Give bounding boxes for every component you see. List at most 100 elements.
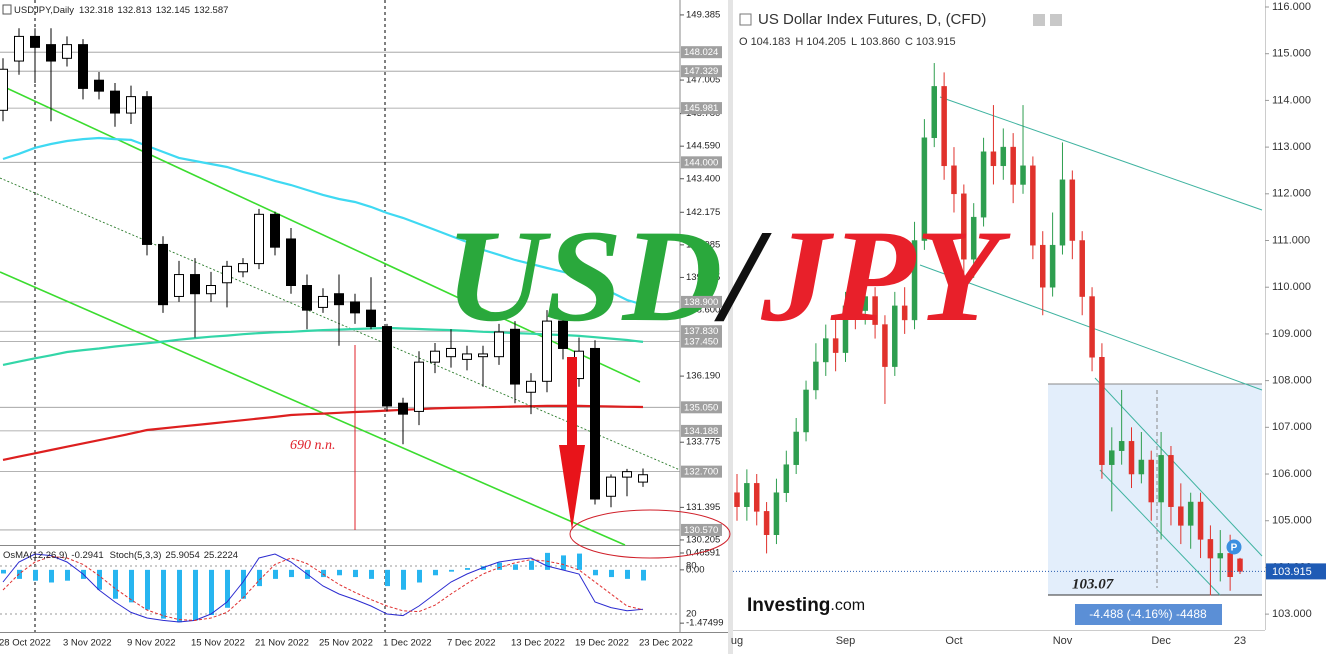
panel-icon [739,13,752,26]
candle-body [158,243,168,306]
osma-bar [321,569,326,578]
ohlc-label: H [795,36,803,48]
low: 132.145 [156,5,190,16]
y-tick-label: 113.000 [1272,141,1311,153]
drawings [0,0,1263,632]
candle-body [763,511,770,535]
candle-body [286,238,296,287]
candle-body [970,216,977,260]
candle-body [990,151,997,167]
x-tick-label: 13 Dec 2022 [511,638,565,649]
osma-bar [177,569,182,623]
level-label: 148.024 [684,47,718,58]
moving-average [2,136,644,306]
osma-tick-label: 0.00 [686,564,705,575]
trend-line [0,84,641,383]
osma-bar [225,569,230,608]
candle-body [941,86,947,167]
y-tick-label: 105.000 [1272,515,1312,527]
osma-bar [97,569,102,590]
candle-body [190,274,200,295]
y-tick-label: 110.000 [1272,281,1311,293]
osma-bar [337,569,342,576]
candle-body [793,431,799,465]
candle-body [494,331,504,358]
level-label: 145.981 [684,103,718,114]
level-label: 132.700 [684,467,718,478]
candle-body [901,305,908,321]
level-box [681,424,722,437]
candle-body [1039,244,1046,288]
osma-bar [113,569,118,599]
osma-value: -0.2941 [71,550,103,561]
level-box [681,465,722,478]
logo-main: Investing [747,595,830,616]
candle-body [254,213,264,265]
price-label: 103.915 [1272,566,1312,578]
x-tick-label: 3 Nov 2022 [63,638,112,649]
y-tick-label: 143.400 [686,173,720,184]
y-tick-label: 144.590 [686,141,720,152]
settings-icon[interactable] [1033,14,1045,26]
candle-body [862,296,868,311]
candle-body [526,380,536,393]
arrow-head [559,445,585,530]
candle-body [744,483,750,507]
candle-body [446,347,456,358]
candle-body [606,476,616,497]
osma-bar [1,569,6,574]
open: 132.318 [79,5,113,16]
candle-body [1118,441,1125,451]
candle-body [1089,296,1095,358]
level-box [681,102,722,115]
x-tick-label: 25 Nov 2022 [319,638,373,649]
osma-bar [513,564,518,570]
candle-body [1217,553,1224,559]
candle-body [803,389,809,433]
osma-bar [193,569,198,621]
ohlc-label: C [905,36,913,48]
x-tick-label: 23 Dec 2022 [639,638,693,649]
osma-bar [209,569,214,616]
candle-body [302,285,312,311]
candle-body [62,44,72,59]
candle-body [1128,441,1135,475]
osma-bar [257,569,262,587]
stoch-d: 25.2224 [204,550,238,561]
candle-body [174,274,184,297]
y-tick-label: 130.205 [686,534,720,545]
candle-body [366,309,376,328]
candle-body [222,265,232,284]
candle-body [142,96,152,245]
candle-body [1109,450,1115,465]
x-tick-label: Nov [1053,635,1073,647]
stoch-k-line [2,553,644,623]
y-tick-label: 109.000 [1272,328,1312,340]
y-tick-label: 103.000 [1272,608,1312,620]
candle-body [1148,459,1154,503]
candle-body [558,320,568,349]
measure-text: -4.488 (-4.16%) -4488 [1089,607,1207,621]
candle-body [1099,357,1105,465]
settings-icon[interactable] [1050,14,1062,26]
x-tick-label: 9 Nov 2022 [127,638,176,649]
osma-bar [65,569,70,581]
candle-body [590,347,600,500]
osma-bar [33,569,38,581]
moving-average [2,326,644,366]
candle-body [206,285,216,295]
candle-body [872,296,878,325]
measure-area [1048,384,1262,595]
level-label: 135.050 [684,402,718,413]
y-tick-label: 111.000 [1272,234,1310,246]
candle-body [783,464,790,493]
candle-body [478,353,488,358]
candle-body [1079,240,1085,297]
candle-body [1138,459,1145,475]
symbol: USDJPY,Daily [14,5,74,16]
candle-body [1069,179,1076,241]
level-label: 144.000 [684,157,718,168]
candle-body [1010,146,1016,185]
marker-badge[interactable] [1226,539,1242,555]
ohlc-label: O [739,36,748,48]
